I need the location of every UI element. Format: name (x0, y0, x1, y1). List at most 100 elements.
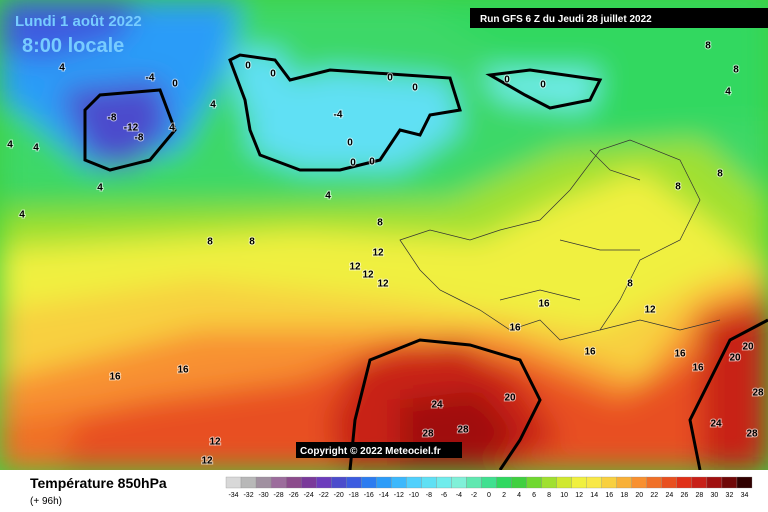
contour-label: 4 (33, 143, 39, 154)
contour-label: 0 (350, 158, 356, 169)
contour-label: 0 (504, 75, 510, 86)
scale-swatch (451, 476, 467, 489)
contour-label: 0 (369, 157, 375, 168)
scale-swatch (240, 476, 257, 489)
scale-tick-label: 34 (741, 492, 749, 499)
scale-tick-label: -34 (228, 492, 238, 499)
contour-label: 4 (97, 183, 103, 194)
scale-swatch (541, 476, 557, 489)
scale-tick-label: -24 (304, 492, 314, 499)
scale-swatch (361, 476, 377, 489)
scale-swatch (601, 476, 617, 489)
contour-label: 0 (387, 73, 393, 84)
scale-tick-label: 2 (502, 492, 506, 499)
scale-tick-label: 8 (547, 492, 551, 499)
contour-label: -4 (146, 73, 155, 84)
scale-tick-label: 4 (517, 492, 521, 499)
contour-label: 4 (59, 63, 65, 74)
contour-label: 20 (729, 353, 741, 364)
contour-label: 16 (584, 347, 596, 358)
contour-label: 24 (710, 419, 722, 430)
scale-tick-label: -4 (456, 492, 462, 499)
scale-tick-label: -8 (426, 492, 432, 499)
run-box (470, 8, 768, 28)
scale-tick-label: 28 (696, 492, 704, 499)
forecast-time: 8:00 locale (22, 35, 124, 57)
scale-swatch (346, 476, 362, 489)
contour-label: 8 (705, 41, 711, 52)
scale-swatch (376, 476, 392, 489)
scale-swatch (661, 476, 678, 489)
contour-label: -4 (334, 110, 343, 121)
scale-swatch (406, 476, 422, 489)
scale-swatch (421, 476, 437, 489)
scale-tick-label: 10 (560, 492, 568, 499)
scale-swatch (496, 476, 512, 489)
scale-swatch (391, 476, 407, 489)
contour-label: 8 (377, 218, 383, 229)
scale-swatch (255, 476, 272, 489)
contour-label: 8 (207, 237, 213, 248)
contour-label: 0 (245, 61, 251, 72)
contour-label: 20 (742, 342, 754, 353)
scale-swatch (616, 476, 632, 489)
footer-title: Température 850hPa (30, 475, 167, 491)
scale-swatch (270, 476, 287, 489)
scale-tick-label: 14 (590, 492, 598, 499)
copyright-box (296, 442, 462, 458)
scale-tick-label: 0 (487, 492, 491, 499)
contour-label: 4 (19, 210, 25, 221)
contour-label: 8 (627, 279, 633, 290)
contour-label: 0 (540, 80, 546, 91)
color-scale: -34 -32 -30 -28 -26 -24 -22 -20 -18 -16 -14 -12 -10-… (225, 476, 753, 499)
scale-tick-label: -12 (394, 492, 404, 499)
scale-tick-label: 30 (711, 492, 719, 499)
scale-tick-label: -26 (289, 492, 299, 499)
scale-tick-label: 6 (532, 492, 536, 499)
footer-subtitle: (+ 96h) (30, 496, 62, 507)
contour-label: 8 (733, 65, 739, 76)
contour-label: 8 (249, 237, 255, 248)
scale-swatch (631, 476, 647, 489)
scale-tick-label: -28 (274, 492, 284, 499)
contour-label: 28 (746, 429, 758, 440)
contour-label: 16 (538, 299, 550, 310)
scale-swatch (331, 476, 347, 489)
scale-swatch (691, 476, 708, 489)
contour-label: -8 (108, 113, 117, 124)
contour-label: 0 (172, 79, 178, 90)
scale-swatch (586, 476, 602, 489)
run-info: Run GFS 6 Z du Jeudi 28 juillet 2022 (480, 14, 652, 25)
contour-label: 24 (431, 400, 443, 411)
scale-swatch (721, 476, 738, 489)
contour-label: 4 (169, 123, 175, 134)
contour-label: 16 (674, 349, 686, 360)
contour-label: 12 (201, 456, 213, 467)
scale-tick-label: 32 (726, 492, 734, 499)
scale-swatch (736, 476, 753, 489)
contour-label: 12 (377, 279, 389, 290)
contour-label: 28 (422, 429, 434, 440)
contour-label: 12 (644, 305, 656, 316)
scale-tick-label: -20 (334, 492, 344, 499)
scale-tick-label: 12 (575, 492, 583, 499)
contour-label: 12 (362, 270, 374, 281)
scale-tick-label: -22 (319, 492, 329, 499)
contour-label: 28 (752, 388, 764, 399)
scale-swatch (481, 476, 497, 489)
scale-tick-label: 16 (605, 492, 613, 499)
scale-swatch (316, 476, 332, 489)
scale-swatch (571, 476, 587, 489)
contour-label: 20 (504, 393, 516, 404)
contour-label: 4 (7, 140, 13, 151)
scale-swatch (526, 476, 542, 489)
contour-label: 0 (412, 83, 418, 94)
scale-tick-label: -2 (471, 492, 477, 499)
scale-swatch (556, 476, 572, 489)
contour-label: -8 (135, 133, 144, 144)
scale-swatch (706, 476, 723, 489)
scale-tick-label: -30 (259, 492, 269, 499)
